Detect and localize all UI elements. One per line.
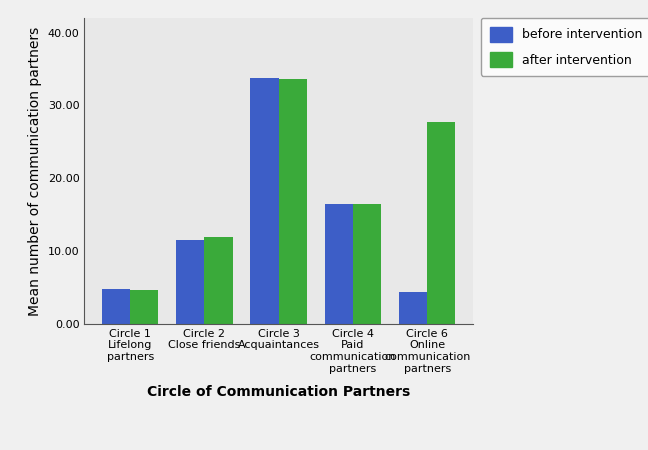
Bar (102, 289, 130, 324)
Bar (250, 78, 279, 324)
Bar (279, 79, 307, 324)
Bar (204, 237, 233, 324)
Bar (130, 291, 158, 324)
X-axis label: Circle of Communication Partners: Circle of Communication Partners (147, 385, 410, 399)
Bar (325, 204, 353, 324)
Bar (353, 204, 381, 324)
Legend: before intervention, after intervention: before intervention, after intervention (481, 18, 648, 76)
Y-axis label: Mean number of communication partners: Mean number of communication partners (28, 27, 42, 315)
Bar (176, 240, 204, 324)
Bar (399, 292, 427, 324)
Bar (427, 122, 456, 324)
